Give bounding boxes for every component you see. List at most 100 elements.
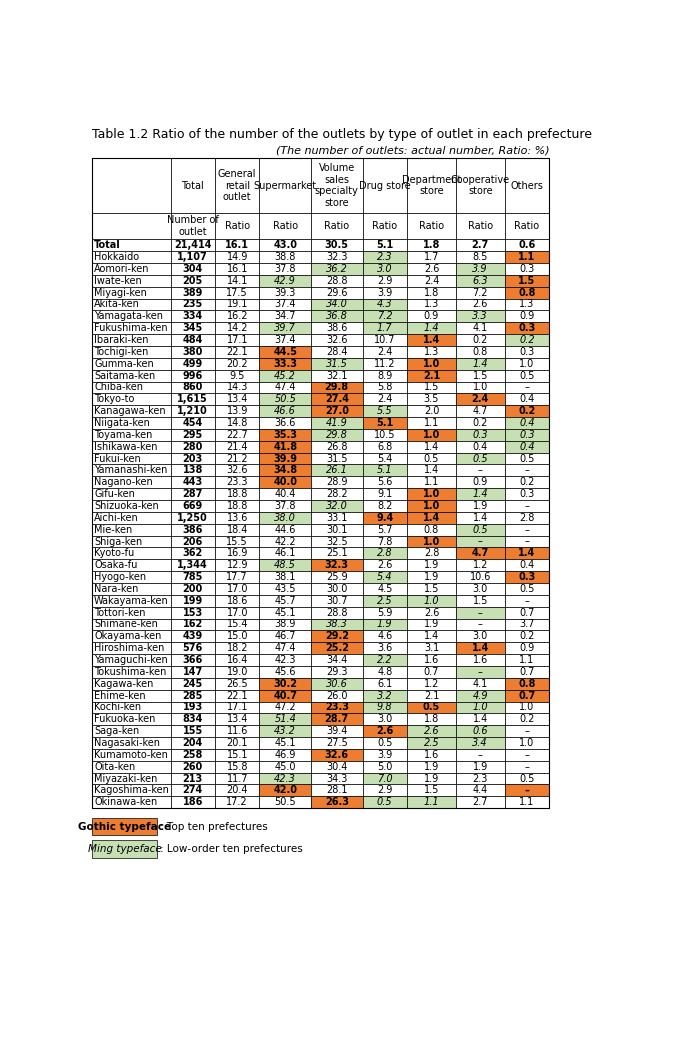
Bar bbox=[407, 441, 456, 452]
Text: Fukuoka-ken: Fukuoka-ken bbox=[94, 714, 155, 724]
Bar bbox=[363, 547, 407, 560]
Bar bbox=[260, 690, 311, 702]
Bar bbox=[407, 560, 456, 571]
Text: Nagasaki-ken: Nagasaki-ken bbox=[94, 738, 160, 748]
Bar bbox=[363, 239, 407, 252]
Bar bbox=[311, 428, 363, 441]
Text: 3.0: 3.0 bbox=[473, 583, 488, 594]
Bar bbox=[171, 239, 215, 252]
Text: 3.5: 3.5 bbox=[424, 394, 439, 405]
Text: 0.3: 0.3 bbox=[518, 323, 536, 333]
Text: Miyagi-ken: Miyagi-ken bbox=[94, 288, 147, 297]
Text: 32.3: 32.3 bbox=[326, 252, 347, 262]
Bar bbox=[407, 713, 456, 725]
Text: 0.4: 0.4 bbox=[519, 394, 535, 405]
Bar bbox=[215, 571, 260, 583]
Text: Number of
outlet: Number of outlet bbox=[167, 215, 218, 237]
Text: 4.6: 4.6 bbox=[377, 631, 393, 642]
Text: 26.0: 26.0 bbox=[326, 691, 347, 701]
Bar bbox=[215, 476, 260, 488]
Bar bbox=[260, 512, 311, 524]
Bar bbox=[92, 488, 171, 500]
Text: 23.3: 23.3 bbox=[325, 702, 349, 712]
Bar bbox=[171, 275, 215, 287]
Bar bbox=[92, 476, 171, 488]
Text: 1.4: 1.4 bbox=[473, 714, 488, 724]
Bar bbox=[215, 275, 260, 287]
Bar bbox=[92, 725, 171, 737]
Bar bbox=[215, 560, 260, 571]
Text: 4.1: 4.1 bbox=[473, 679, 488, 688]
Bar bbox=[260, 287, 311, 298]
Bar bbox=[92, 571, 171, 583]
Bar bbox=[171, 524, 215, 536]
Text: 34.8: 34.8 bbox=[273, 466, 298, 475]
Text: 18.4: 18.4 bbox=[227, 525, 248, 535]
Text: 34.3: 34.3 bbox=[326, 774, 347, 783]
Text: 389: 389 bbox=[183, 288, 203, 297]
Bar bbox=[311, 239, 363, 252]
Text: 2.4: 2.4 bbox=[377, 394, 393, 405]
Bar bbox=[260, 737, 311, 749]
Bar bbox=[505, 737, 550, 749]
Text: 1.5: 1.5 bbox=[473, 596, 488, 605]
Text: 439: 439 bbox=[183, 631, 203, 642]
Bar bbox=[456, 571, 505, 583]
Bar bbox=[215, 500, 260, 512]
Bar bbox=[505, 654, 550, 666]
Bar bbox=[456, 690, 505, 702]
Text: 1.4: 1.4 bbox=[424, 442, 439, 451]
Bar bbox=[456, 476, 505, 488]
Bar bbox=[407, 393, 456, 406]
Bar bbox=[407, 465, 456, 476]
Bar bbox=[456, 441, 505, 452]
Bar bbox=[92, 310, 171, 322]
Bar bbox=[92, 158, 550, 808]
Bar bbox=[215, 773, 260, 784]
Bar bbox=[505, 358, 550, 369]
Text: 0.2: 0.2 bbox=[519, 631, 535, 642]
Bar bbox=[505, 452, 550, 465]
Bar bbox=[363, 690, 407, 702]
Bar bbox=[505, 512, 550, 524]
Text: 45.6: 45.6 bbox=[274, 667, 296, 677]
Bar bbox=[363, 369, 407, 382]
Bar bbox=[407, 702, 456, 713]
Bar bbox=[311, 476, 363, 488]
Text: 25.2: 25.2 bbox=[325, 643, 349, 653]
Text: 30.0: 30.0 bbox=[326, 583, 347, 594]
Bar bbox=[363, 406, 407, 417]
Text: 40.4: 40.4 bbox=[274, 489, 296, 499]
Text: 2.6: 2.6 bbox=[377, 561, 393, 570]
Bar bbox=[505, 713, 550, 725]
Bar bbox=[363, 358, 407, 369]
Text: Chiba-ken: Chiba-ken bbox=[94, 383, 144, 392]
Text: 25.9: 25.9 bbox=[326, 572, 348, 582]
Bar bbox=[311, 583, 363, 595]
Text: 5.0: 5.0 bbox=[377, 761, 393, 772]
Text: 18.8: 18.8 bbox=[227, 489, 248, 499]
Bar bbox=[311, 275, 363, 287]
Bar bbox=[505, 547, 550, 560]
Bar bbox=[505, 287, 550, 298]
Bar bbox=[311, 654, 363, 666]
Text: 1.9: 1.9 bbox=[424, 572, 439, 582]
Text: General
retail
outlet: General retail outlet bbox=[218, 170, 256, 202]
Text: 162: 162 bbox=[183, 620, 203, 629]
Bar bbox=[171, 406, 215, 417]
Bar bbox=[215, 784, 260, 797]
Bar bbox=[171, 465, 215, 476]
Bar bbox=[215, 252, 260, 263]
Text: 285: 285 bbox=[183, 691, 203, 701]
Text: 860: 860 bbox=[183, 383, 203, 392]
Text: 1,107: 1,107 bbox=[177, 252, 208, 262]
Text: 5.4: 5.4 bbox=[377, 572, 393, 582]
Bar bbox=[171, 749, 215, 761]
Text: 0.7: 0.7 bbox=[519, 607, 535, 618]
Bar bbox=[363, 417, 407, 428]
Bar bbox=[171, 773, 215, 784]
Bar bbox=[505, 252, 550, 263]
Text: 29.8: 29.8 bbox=[325, 383, 349, 392]
Text: 0.3: 0.3 bbox=[519, 430, 535, 440]
Text: 1.9: 1.9 bbox=[473, 761, 488, 772]
